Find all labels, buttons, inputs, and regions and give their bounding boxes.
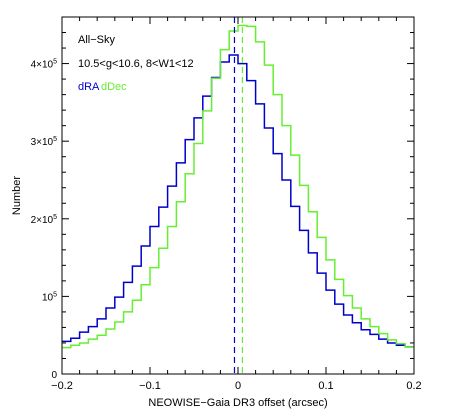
x-tick-label: 0 bbox=[235, 380, 241, 392]
annotation-cuts: 10.5<g<10.6, 8<W1<12 bbox=[78, 58, 194, 70]
y-tick-base: 3×10 bbox=[31, 137, 54, 148]
y-tick-label: 4×105 bbox=[31, 59, 58, 71]
y-tick-label: 2×105 bbox=[31, 214, 58, 226]
y-tick-base: 4×10 bbox=[31, 60, 54, 71]
x-tick-label: −0.1 bbox=[139, 380, 161, 392]
y-tick-base: 10 bbox=[42, 292, 54, 303]
y-tick-label: 105 bbox=[42, 291, 57, 303]
y-tick-exponent: 5 bbox=[53, 214, 57, 221]
plot-frame bbox=[61, 16, 415, 375]
x-tick-label: −0.2 bbox=[51, 380, 73, 392]
y-tick-exponent: 5 bbox=[53, 291, 57, 298]
series-ddec-histogram bbox=[62, 24, 414, 349]
legend-entry-dra: dRA bbox=[78, 81, 100, 93]
y-tick-exponent: 5 bbox=[53, 59, 57, 66]
y-tick-base: 0 bbox=[51, 370, 57, 381]
series-dra-histogram bbox=[62, 54, 414, 348]
y-tick-label: 0 bbox=[51, 370, 57, 381]
legend-entry-ddec: dDec bbox=[101, 81, 127, 93]
y-axis-label: Number bbox=[11, 176, 23, 215]
y-tick-label: 3×105 bbox=[31, 136, 58, 148]
annotation-region: All−Sky bbox=[78, 34, 115, 46]
x-tick-label: 0.1 bbox=[318, 380, 333, 392]
y-tick-base: 2×10 bbox=[31, 215, 54, 226]
x-tick-label: 0.2 bbox=[406, 380, 421, 392]
y-tick-exponent: 5 bbox=[53, 136, 57, 143]
x-axis-label: NEOWISE−Gaia DR3 offset (arcsec) bbox=[148, 397, 327, 409]
